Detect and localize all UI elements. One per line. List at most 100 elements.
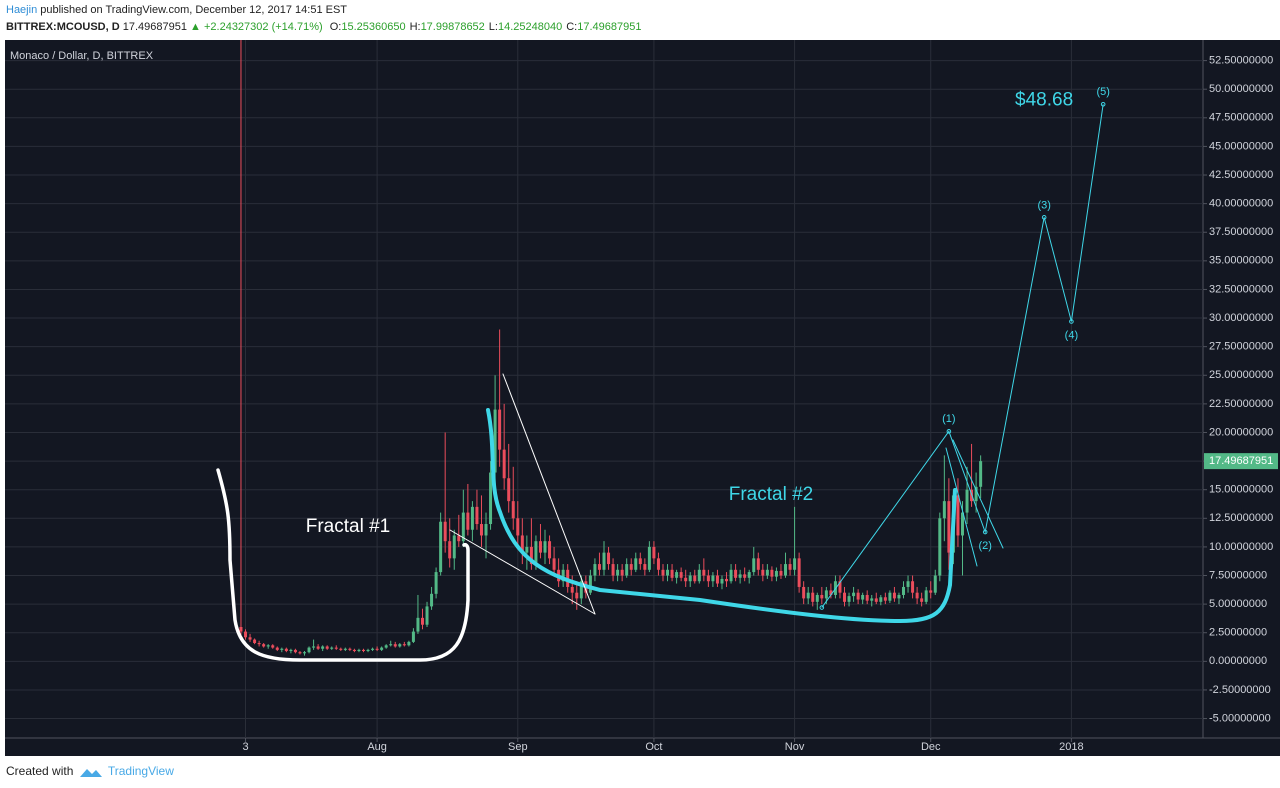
candle-body [774,570,778,577]
ohlc-value: 17.99878652 [420,21,485,33]
candle-body [520,535,524,553]
y-tick-label: 25.00000000 [1209,369,1273,381]
candle-body [883,597,887,601]
candle-body [897,594,901,599]
candle-body [289,649,293,652]
candle-body [906,581,910,587]
candle-body [253,639,257,644]
target-label: $48.68 [1015,89,1073,110]
channel-line [952,439,1004,549]
candle-body [920,598,924,602]
candle-body [552,558,556,570]
candle-body [620,569,624,576]
candle-body [430,593,434,607]
candle-body [380,647,384,650]
candle-body [348,648,352,650]
candle-body [529,546,533,565]
candle-body [743,574,747,578]
author[interactable]: Haejin [6,4,38,16]
y-tick-label: 15.00000000 [1209,484,1273,496]
candle-body [979,461,983,487]
candle-body [747,572,751,578]
change-value: +2.24327302 (+14.71%) [203,21,323,33]
candle-body [280,648,284,650]
candle-body [711,575,715,582]
candle-body [334,647,338,649]
candle-body [516,518,520,536]
wave-point [982,529,988,535]
wave-point [1069,319,1074,324]
ohlc-value: 14.25248040 [497,21,563,33]
x-tick-label: Aug [367,741,387,753]
candle-body [865,594,869,601]
trend-line [449,529,596,615]
candle-body [507,478,511,502]
candle-body [779,570,783,576]
candle-body [684,577,688,582]
annotation: Fractal #2 [729,484,813,505]
y-tick-label: 10.00000000 [1209,541,1273,553]
candle-body [802,586,806,599]
last-price-label: 17.49687951 [1209,455,1273,467]
candle-body [407,641,411,646]
price: 17.49687951 [122,21,187,33]
candle-body [466,512,470,530]
wave-point [819,605,825,610]
y-tick-label: 50.00000000 [1209,83,1273,95]
candle-body [915,592,919,599]
chart: Monaco / Dollar, D, BITTREX Fractal #1 F… [5,40,1280,756]
chart-background [5,40,1280,756]
ohlc: O:15.25360650 H:17.99878652 L:14.25248040 C… [326,21,642,33]
candle-body [366,649,370,652]
header: Haejin published on TradingView.com, Dec… [0,0,1280,40]
candle-body [548,541,552,559]
candle-body [262,644,266,647]
candle-body [611,564,615,576]
last-price-badge [1204,453,1278,470]
candle-body [616,569,620,576]
wave-label: (5) [1096,86,1109,98]
candle-body [448,541,452,559]
candle-body [870,598,874,601]
wave-label: (1) [942,413,955,425]
candle-body [489,472,493,525]
wave-label: (2) [978,540,991,552]
candle-body [756,558,760,570]
candle-body [425,606,429,625]
candle-body [693,575,697,582]
publish-line: Haejin published on TradingView.com, Dec… [6,4,347,16]
candle-body [965,489,969,513]
candle-body [502,449,506,479]
candle-body [588,575,592,593]
candle-body [470,506,474,530]
candle-body [602,552,606,570]
y-tick-label: 5.00000000 [1209,598,1267,610]
symbol: BITTREX:MCOUSD, D [6,21,120,33]
candle-body [597,564,601,570]
y-tick-label: 32.50000000 [1209,283,1273,295]
candle-body [321,646,325,649]
candle-body [416,617,420,632]
candle-body [643,564,647,570]
candle-body [570,586,574,593]
brand[interactable]: TradingView [107,764,174,778]
candle-body [634,558,638,570]
candle-body [811,592,815,602]
y-tick-label: 22.50000000 [1209,398,1273,410]
y-tick-label: -2.50000000 [1209,684,1271,696]
candle-body [843,592,847,602]
candle-body [729,569,733,582]
candle-body [656,558,660,570]
candle-body [688,575,692,582]
candle-body [956,495,960,536]
fractal-1-curve [216,468,470,662]
candle-body [275,647,279,650]
x-tick-label: Nov [785,741,805,753]
published: published on TradingView.com, December 1… [40,4,348,16]
candle-body [625,564,629,576]
x-tick-label: Oct [645,741,662,753]
grid [5,40,1203,738]
x-tick-label: Dec [921,741,941,753]
fractal-2-curve [486,408,957,624]
candle-body [457,535,461,542]
